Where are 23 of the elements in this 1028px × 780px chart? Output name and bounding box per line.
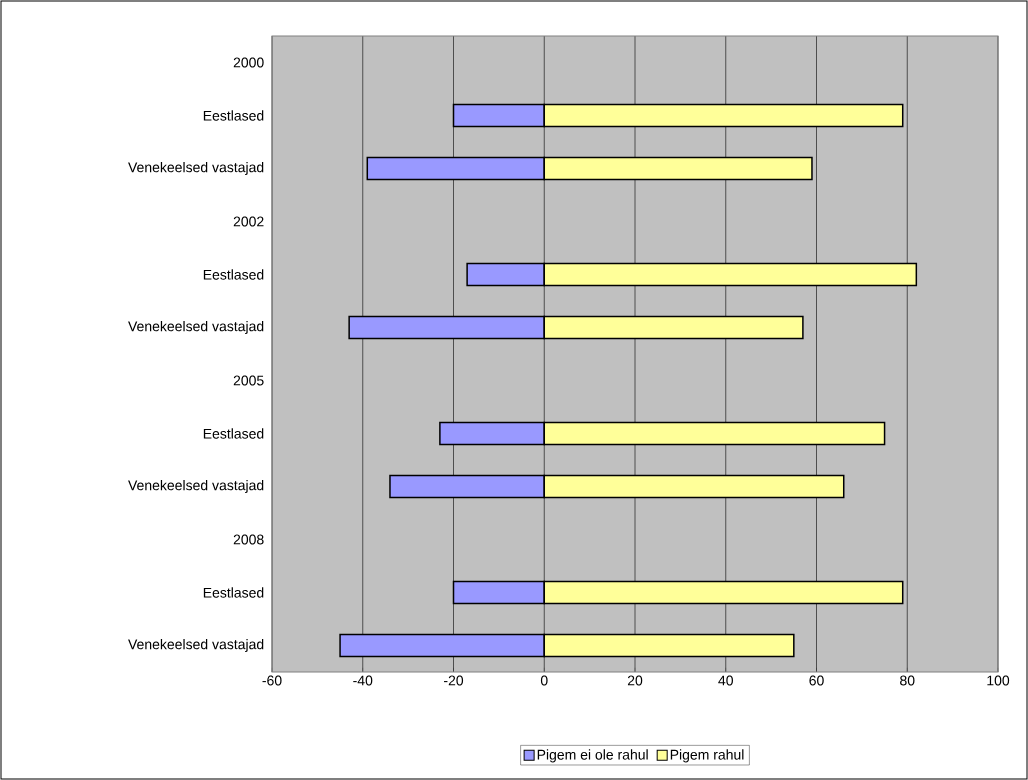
x-tick-label: 60 bbox=[809, 675, 824, 686]
x-tick-label: 40 bbox=[718, 675, 733, 686]
y-tick-label: 2005 bbox=[233, 375, 264, 386]
legend-label: Pigem ei ole rahul bbox=[537, 749, 648, 763]
x-tick-label: -20 bbox=[444, 675, 464, 686]
x-tick-label: 20 bbox=[627, 675, 643, 686]
y-tick-label: Venekeelsed vastajad bbox=[128, 479, 264, 494]
y-tick-label: 2002 bbox=[233, 216, 264, 227]
y-tick-label: Eestlased bbox=[203, 587, 264, 598]
y-tick-label: Eestlased bbox=[203, 269, 264, 280]
y-tick-label: 2008 bbox=[233, 534, 264, 545]
x-tick-label: 0 bbox=[540, 675, 548, 686]
x-tick-label: -60 bbox=[262, 675, 282, 686]
y-tick-label: 2000 bbox=[233, 57, 264, 68]
x-tick-label: -40 bbox=[353, 675, 373, 686]
y-tick-label: Venekeelsed vastajad bbox=[128, 161, 264, 176]
x-tick-label: 80 bbox=[900, 675, 915, 686]
y-tick-label: Eestlased bbox=[203, 110, 264, 121]
y-tick-label: Venekeelsed vastajad bbox=[128, 638, 264, 653]
x-tick-label: 100 bbox=[987, 675, 1010, 686]
legend-label: Pigem rahul bbox=[670, 749, 744, 763]
y-tick-label: Eestlased bbox=[203, 428, 264, 439]
y-tick-label: Venekeelsed vastajad bbox=[128, 320, 264, 335]
